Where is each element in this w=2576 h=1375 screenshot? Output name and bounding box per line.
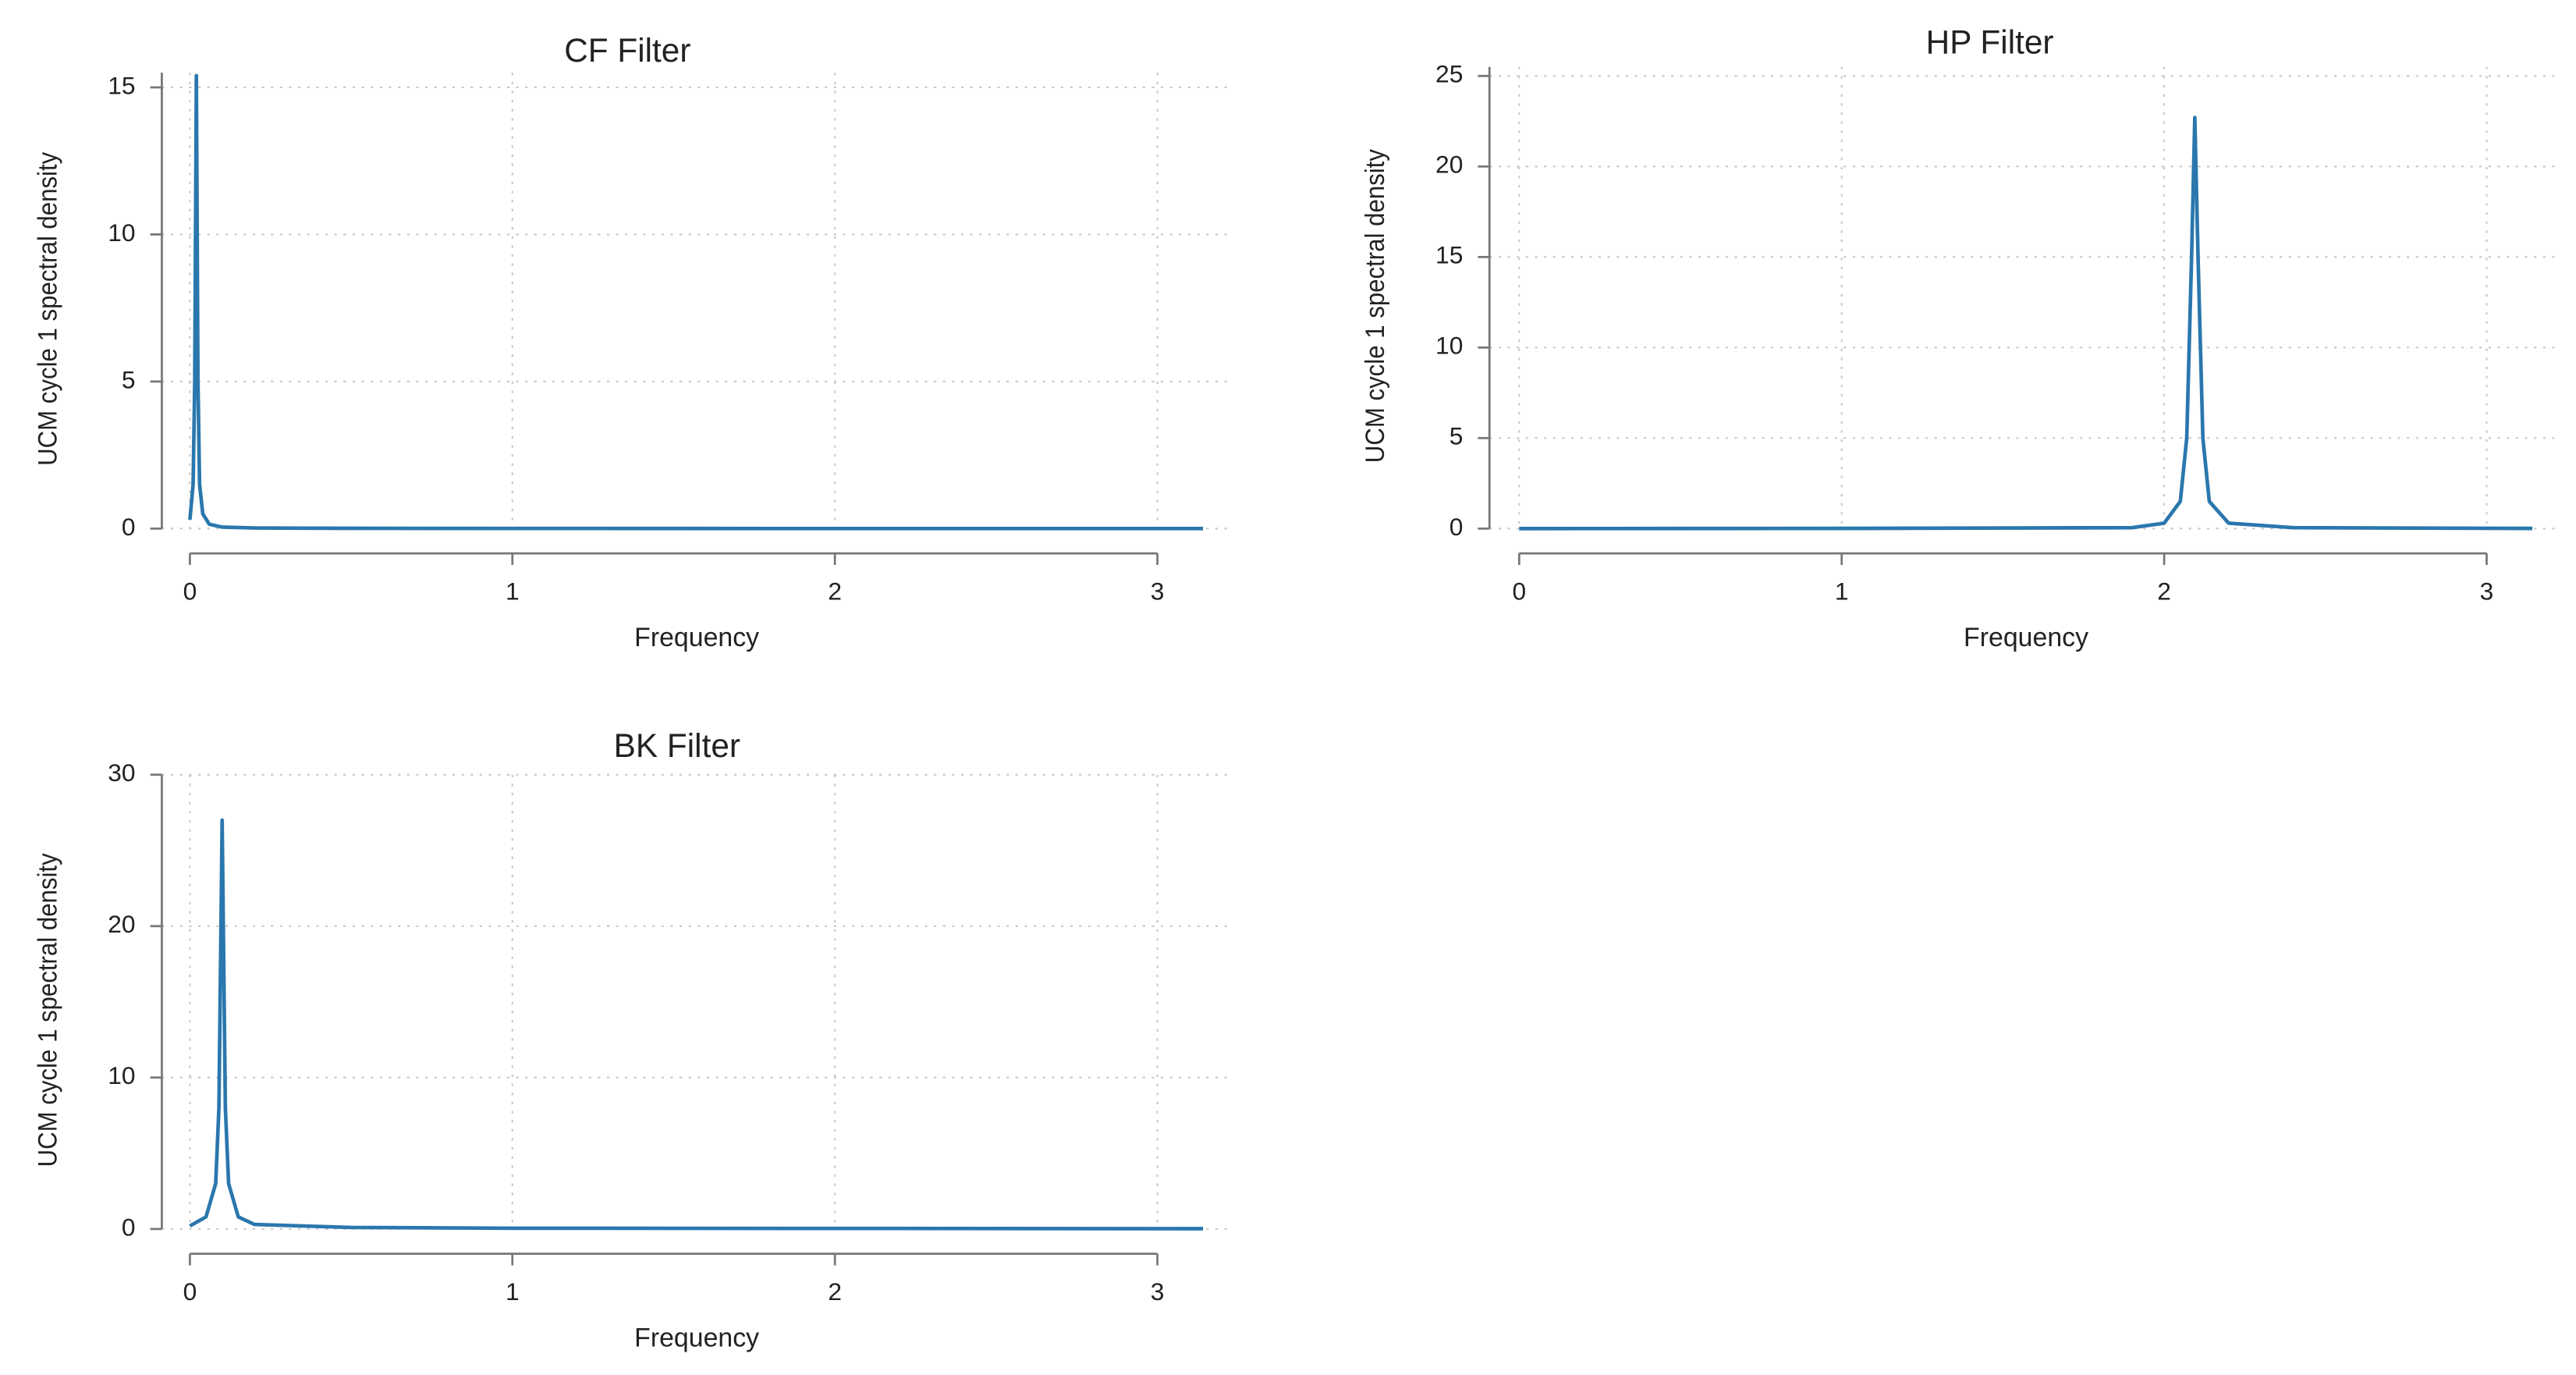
x-tick-label: 2: [828, 577, 842, 605]
y-tick-label: 0: [1449, 513, 1464, 541]
y-tick-label: 25: [1435, 60, 1463, 88]
x-tick-label: 1: [506, 1277, 520, 1306]
x-tick-label: 1: [1835, 577, 1849, 605]
y-tick-label: 20: [1435, 151, 1463, 179]
y-tick-label: 15: [108, 71, 135, 99]
x-tick-label: 3: [2480, 577, 2494, 605]
x-axis-label: Frequency: [634, 1323, 759, 1353]
y-tick-label: 5: [122, 365, 136, 393]
y-tick-label: 20: [108, 910, 135, 938]
x-tick-label: 1: [506, 577, 520, 605]
y-tick-label: 5: [1449, 422, 1464, 450]
y-axis-label: UCM cycle 1 spectral density: [33, 853, 62, 1167]
x-tick-label: 0: [183, 1277, 197, 1306]
y-tick-label: 30: [108, 759, 135, 787]
y-tick-label: 10: [1435, 332, 1463, 360]
y-axis-label: UCM cycle 1 spectral density: [33, 152, 62, 466]
x-axis-label: Frequency: [634, 623, 759, 652]
x-tick-label: 0: [1512, 577, 1526, 605]
data-line: [189, 818, 1204, 1231]
chart-title: BK Filter: [614, 727, 740, 764]
x-axis-label: Frequency: [1964, 623, 2088, 652]
data-line: [188, 73, 1204, 531]
x-tick-label: 2: [2157, 577, 2171, 605]
x-tick-label: 3: [1151, 577, 1165, 605]
y-tick-label: 15: [1435, 241, 1463, 269]
y-tick-label: 10: [108, 219, 135, 247]
y-tick-label: 0: [122, 1213, 136, 1241]
x-tick-label: 3: [1151, 1277, 1165, 1306]
y-axis-label: UCM cycle 1 spectral density: [1361, 149, 1390, 463]
data-line: [1519, 115, 2533, 531]
y-tick-label: 0: [122, 513, 136, 541]
x-tick-label: 2: [828, 1277, 842, 1306]
chart-title: CF Filter: [564, 32, 690, 69]
chart-title: HP Filter: [1926, 23, 2054, 60]
x-tick-label: 0: [183, 577, 197, 605]
y-tick-label: 10: [108, 1061, 135, 1089]
